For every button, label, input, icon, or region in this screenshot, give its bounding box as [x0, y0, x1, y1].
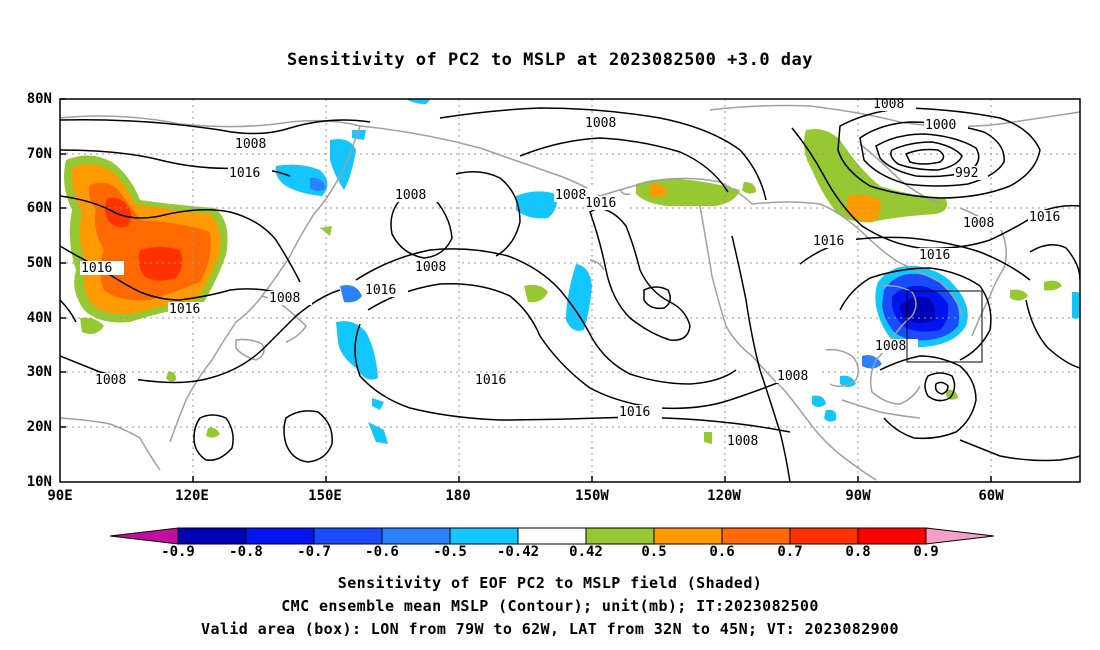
colorbar-swatch [381, 527, 451, 545]
lon-label-150e: 150E [308, 488, 342, 504]
lon-label-120e: 120E [175, 488, 209, 504]
colorbar-swatch [245, 527, 315, 545]
contour-label: 992 [955, 166, 978, 181]
map-title: Sensitivity of PC2 to MSLP at 2023082500… [286, 50, 813, 70]
contour-label: 1016 [1029, 210, 1060, 225]
contour-label: 1016 [475, 373, 506, 388]
colorbar-swatch [313, 527, 383, 545]
caption-line-3: Valid area (box): LON from 79W to 62W, L… [201, 620, 899, 638]
contour-label: 1016 [585, 196, 616, 211]
contour-label: 1016 [919, 248, 950, 263]
contour-label: 1008 [777, 369, 808, 384]
colorbar-min-arrow [109, 527, 179, 545]
lat-label-40n: 40N [26, 310, 52, 326]
contour-label: 1016 [619, 405, 650, 420]
colorbar-tick: 0.8 [845, 544, 871, 560]
contour-label: 1008 [415, 260, 446, 275]
lat-label-80n: 80N [26, 91, 52, 107]
colorbar-swatch [449, 527, 519, 545]
colorbar-tick: -0.9 [161, 544, 195, 560]
colorbar-tick: 0.6 [709, 544, 735, 560]
colorbar-swatch [653, 527, 723, 545]
colorbar [109, 527, 995, 545]
lon-label-150w: 150W [575, 488, 609, 504]
axis-ticks [60, 98, 992, 482]
colorbar-max-arrow [925, 527, 995, 545]
contour-label: 1008 [727, 434, 758, 449]
contour-label: 1008 [873, 97, 904, 112]
valid-area-box [906, 290, 983, 363]
contour-label: 1008 [963, 216, 994, 231]
colorbar-tick: 0.9 [913, 544, 939, 560]
mslp-contours [60, 107, 1080, 482]
lat-label-10n: 10N [26, 474, 52, 490]
caption-line-2: CMC ensemble mean MSLP (Contour); unit(m… [281, 597, 819, 615]
colorbar-swatch [857, 527, 927, 545]
lon-label-90e: 90E [47, 488, 73, 504]
contour-label: 1016 [81, 261, 112, 276]
colorbar-swatch [177, 527, 247, 545]
map-frame [59, 98, 1081, 483]
contour-label: 1016 [365, 283, 396, 298]
lon-label-120w: 120W [707, 488, 741, 504]
lat-label-20n: 20N [26, 419, 52, 435]
lat-label-30n: 30N [26, 364, 52, 380]
contour-label: 1000 [925, 118, 956, 133]
colorbar-swatch [517, 527, 587, 545]
contour-label: 1008 [875, 339, 906, 354]
contour-label: 1008 [95, 373, 126, 388]
lat-label-60n: 60N [26, 200, 52, 216]
contour-label: 1016 [169, 302, 200, 317]
colorbar-swatch [789, 527, 859, 545]
lat-label-50n: 50N [26, 255, 52, 271]
lon-label-60w: 60W [978, 488, 1004, 504]
contour-label: 1016 [229, 166, 260, 181]
lon-label-180: 180 [445, 488, 471, 504]
contour-label: 1008 [395, 188, 426, 203]
colorbar-swatch [721, 527, 791, 545]
lat-label-70n: 70N [26, 146, 52, 162]
colorbar-tick: -0.42 [496, 544, 540, 560]
contour-label: 1008 [235, 137, 266, 152]
colorbar-tick: -0.8 [229, 544, 263, 560]
contour-label: 1008 [585, 116, 616, 131]
contour-labels: 1008 1016 1008 1008 1008 1016 1016 1008 … [80, 97, 1072, 449]
contour-label: 1008 [555, 188, 586, 203]
colorbar-tick: 0.7 [777, 544, 803, 560]
colorbar-tick: 0.42 [569, 544, 603, 560]
colorbar-tick: 0.5 [641, 544, 667, 560]
caption-line-1: Sensitivity of EOF PC2 to MSLP field (Sh… [337, 574, 763, 592]
contour-label: 1016 [813, 234, 844, 249]
colorbar-swatch [585, 527, 655, 545]
colorbar-tick: -0.6 [365, 544, 399, 560]
colorbar-tick: -0.7 [297, 544, 331, 560]
lon-label-90w: 90W [845, 488, 871, 504]
contour-label: 1008 [269, 291, 300, 306]
colorbar-tick: -0.5 [433, 544, 467, 560]
